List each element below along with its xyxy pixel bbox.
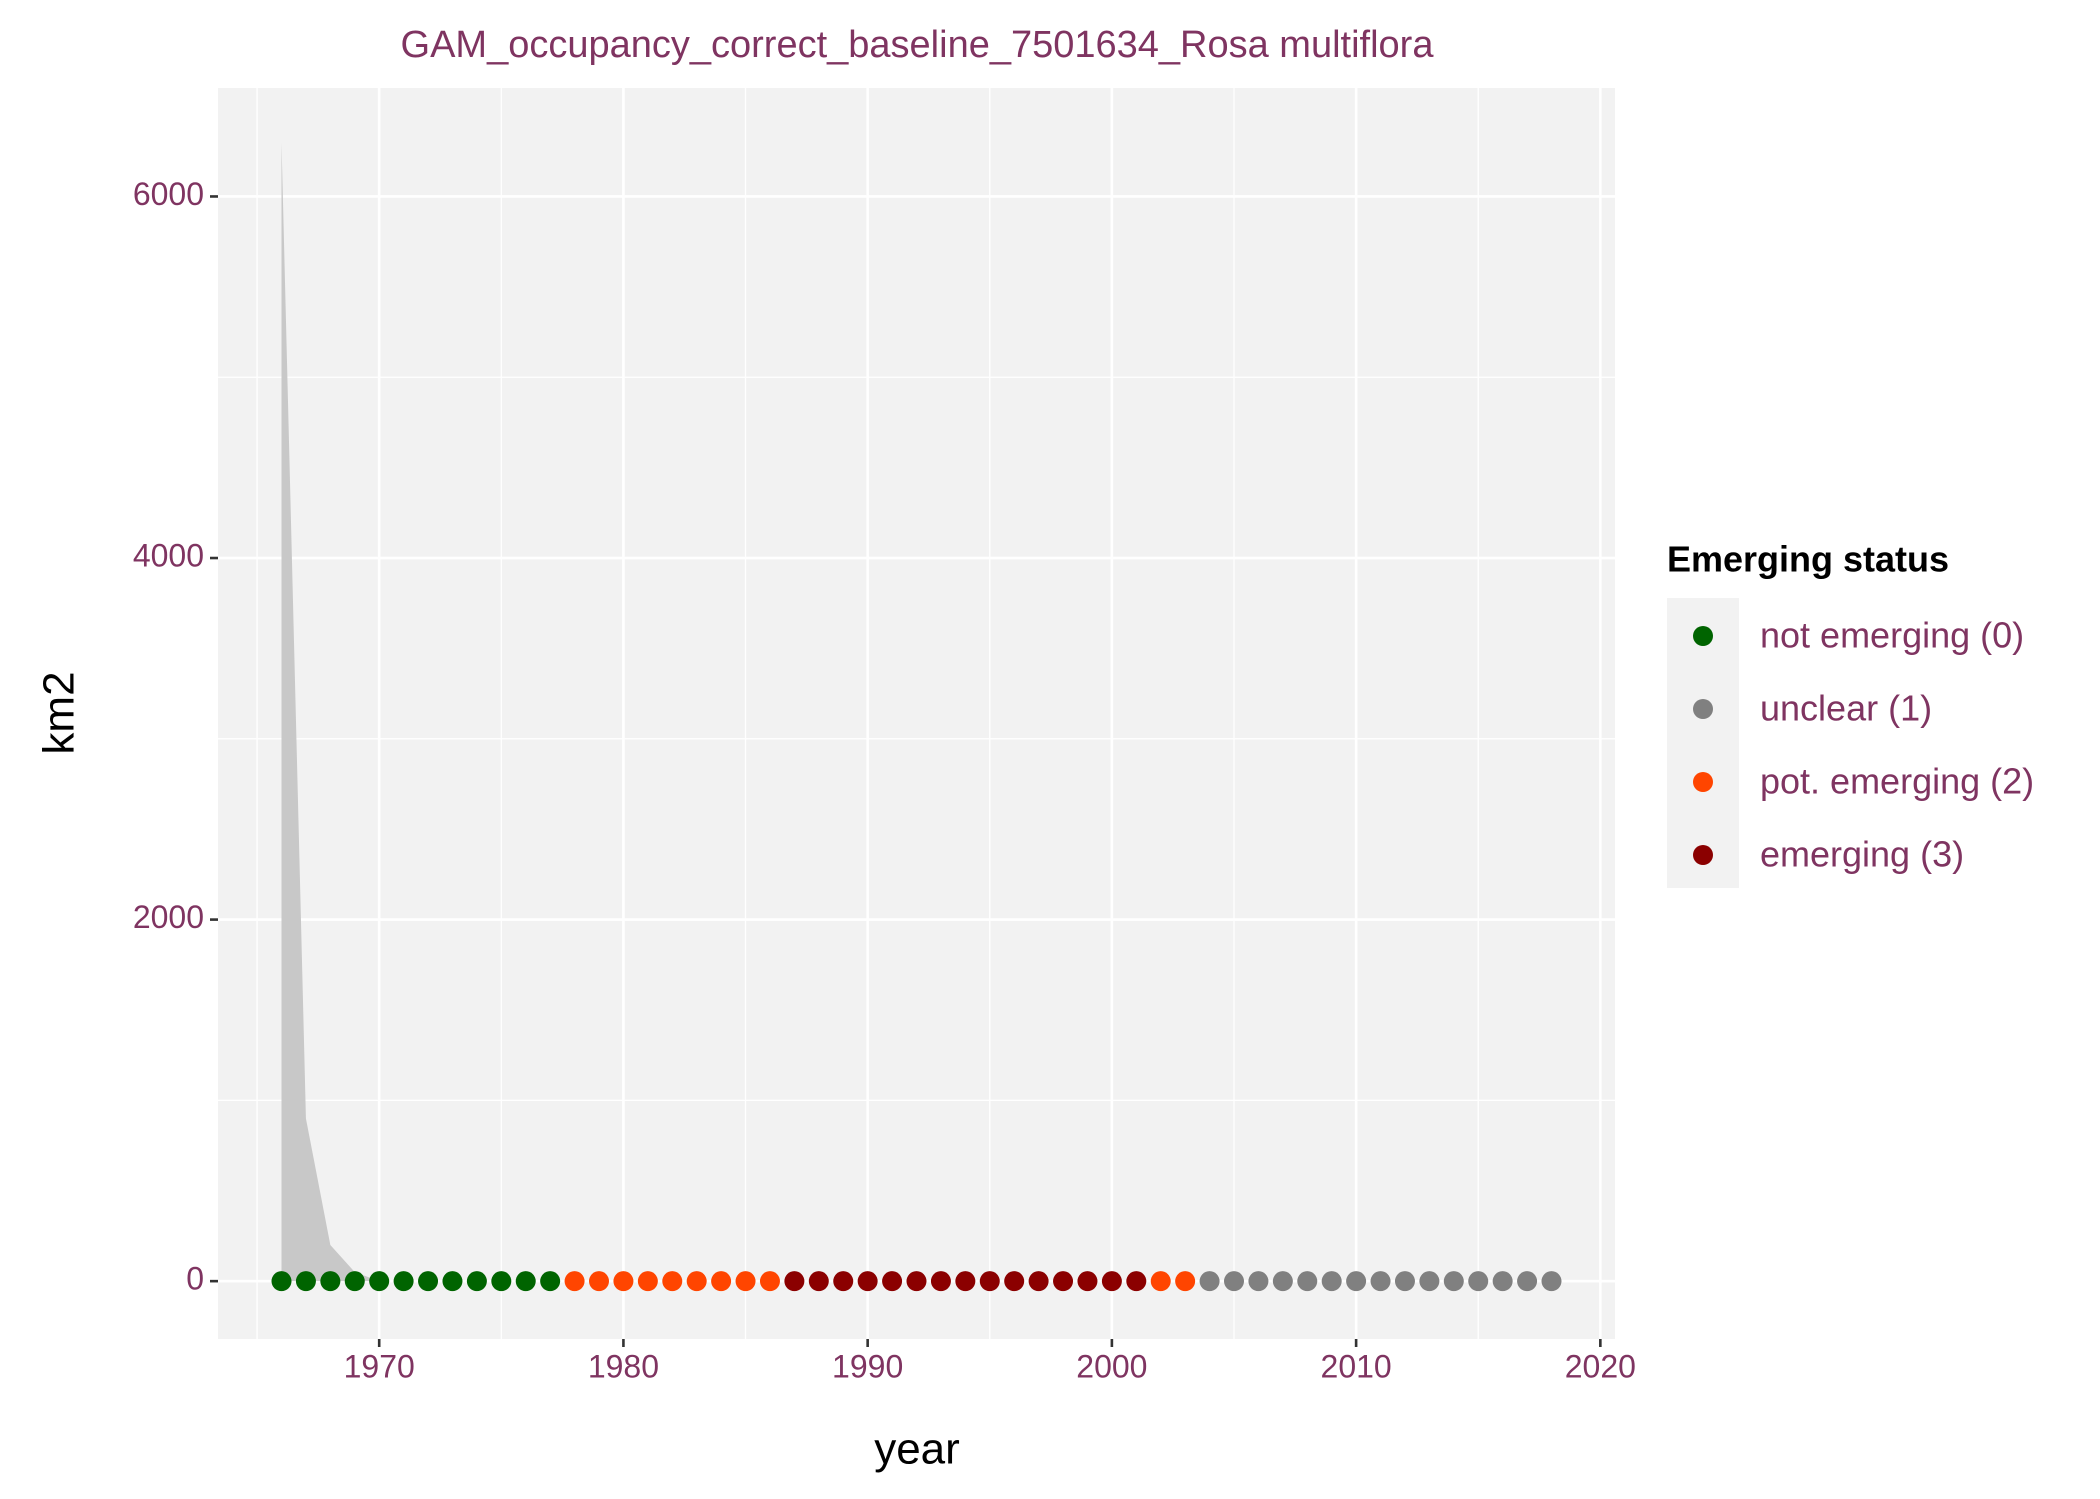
data-point xyxy=(662,1271,683,1292)
data-point xyxy=(711,1271,732,1292)
data-point xyxy=(491,1271,512,1292)
data-point xyxy=(344,1271,365,1292)
legend-label: emerging (3) xyxy=(1760,834,1964,875)
data-point xyxy=(1101,1271,1122,1292)
y-tick-label: 6000 xyxy=(133,176,204,212)
legend-label: pot. emerging (2) xyxy=(1760,761,2034,802)
data-point xyxy=(540,1271,561,1292)
legend-marker xyxy=(1693,845,1713,865)
data-point xyxy=(1346,1271,1367,1292)
data-point xyxy=(735,1271,756,1292)
data-point xyxy=(637,1271,658,1292)
data-point xyxy=(1321,1271,1342,1292)
data-point xyxy=(1541,1271,1562,1292)
data-point xyxy=(1053,1271,1074,1292)
data-point xyxy=(1468,1271,1489,1292)
y-tick-label: 0 xyxy=(186,1261,204,1297)
legend-label: unclear (1) xyxy=(1760,688,1932,729)
data-point xyxy=(1370,1271,1391,1292)
data-point xyxy=(955,1271,976,1292)
data-point xyxy=(1394,1271,1415,1292)
legend-marker xyxy=(1693,772,1713,792)
data-point xyxy=(930,1271,951,1292)
data-point xyxy=(369,1271,390,1292)
legend-marker xyxy=(1693,699,1713,719)
legend-key-background xyxy=(1667,598,1739,888)
data-point xyxy=(589,1271,609,1292)
data-point xyxy=(271,1271,292,1292)
data-point xyxy=(1272,1271,1293,1292)
data-point xyxy=(784,1271,805,1292)
y-axis-title: km2 xyxy=(35,671,84,754)
data-point xyxy=(1419,1271,1440,1292)
data-point xyxy=(613,1271,634,1292)
y-tick-label: 2000 xyxy=(133,899,204,935)
data-point xyxy=(442,1271,463,1292)
x-tick-label: 1990 xyxy=(832,1348,903,1384)
plot-panel xyxy=(218,88,1615,1339)
data-point xyxy=(564,1271,585,1292)
data-point xyxy=(857,1271,878,1292)
data-point xyxy=(759,1271,780,1292)
chart-title: GAM_occupancy_correct_baseline_7501634_R… xyxy=(401,24,1435,66)
data-point xyxy=(1126,1271,1147,1292)
data-point xyxy=(906,1271,927,1292)
legend-label: not emerging (0) xyxy=(1760,615,2024,656)
x-tick-label: 1970 xyxy=(344,1348,415,1384)
data-point xyxy=(1517,1271,1538,1292)
data-point xyxy=(1492,1271,1513,1292)
data-point xyxy=(979,1271,1000,1292)
x-tick-label: 2000 xyxy=(1076,1348,1147,1384)
data-point xyxy=(1077,1271,1098,1292)
data-point xyxy=(833,1271,854,1292)
legend-marker xyxy=(1693,626,1713,646)
legend-title: Emerging status xyxy=(1667,539,1949,580)
data-point xyxy=(686,1271,707,1292)
data-point xyxy=(1224,1271,1244,1292)
data-point xyxy=(1297,1271,1318,1292)
data-point xyxy=(882,1271,903,1292)
data-point xyxy=(1175,1271,1196,1292)
data-point xyxy=(1150,1271,1171,1292)
data-point xyxy=(1028,1271,1049,1292)
x-axis-title: year xyxy=(874,1425,960,1474)
data-point xyxy=(1248,1271,1269,1292)
data-point xyxy=(418,1271,439,1292)
data-point xyxy=(320,1271,341,1292)
data-point xyxy=(1199,1271,1220,1292)
y-tick-label: 4000 xyxy=(133,537,204,573)
x-tick-label: 2020 xyxy=(1565,1348,1636,1384)
x-tick-label: 2010 xyxy=(1321,1348,1392,1384)
data-point xyxy=(1443,1271,1464,1292)
data-point xyxy=(808,1271,829,1292)
data-point xyxy=(393,1271,414,1292)
data-point xyxy=(295,1271,316,1292)
data-point xyxy=(515,1271,536,1292)
data-point xyxy=(466,1271,487,1292)
data-point xyxy=(1004,1271,1025,1292)
x-tick-label: 1980 xyxy=(588,1348,659,1384)
